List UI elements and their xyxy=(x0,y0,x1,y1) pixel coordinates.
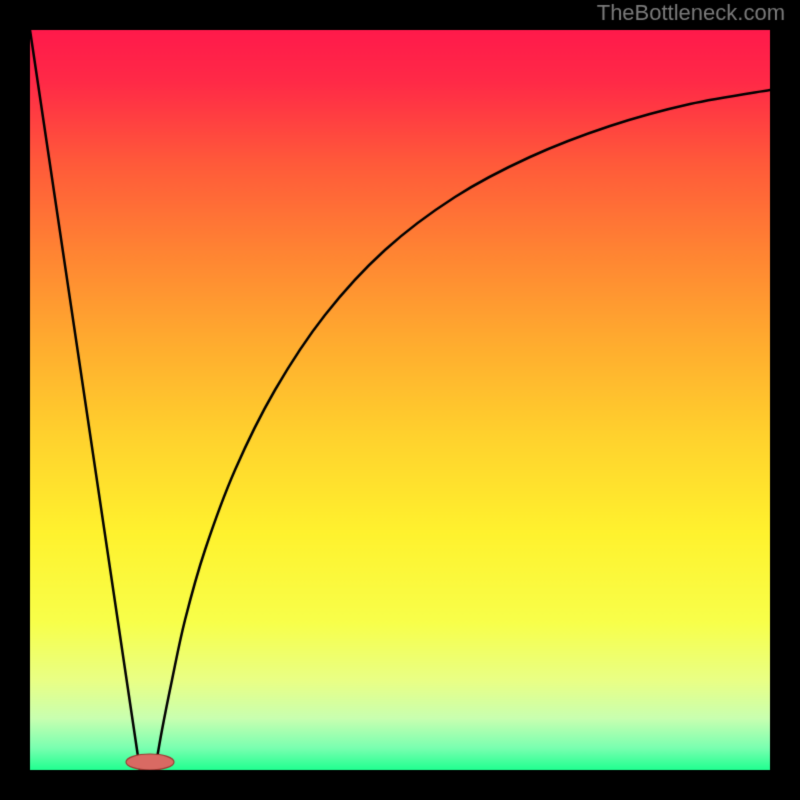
bottleneck-chart xyxy=(0,0,800,800)
